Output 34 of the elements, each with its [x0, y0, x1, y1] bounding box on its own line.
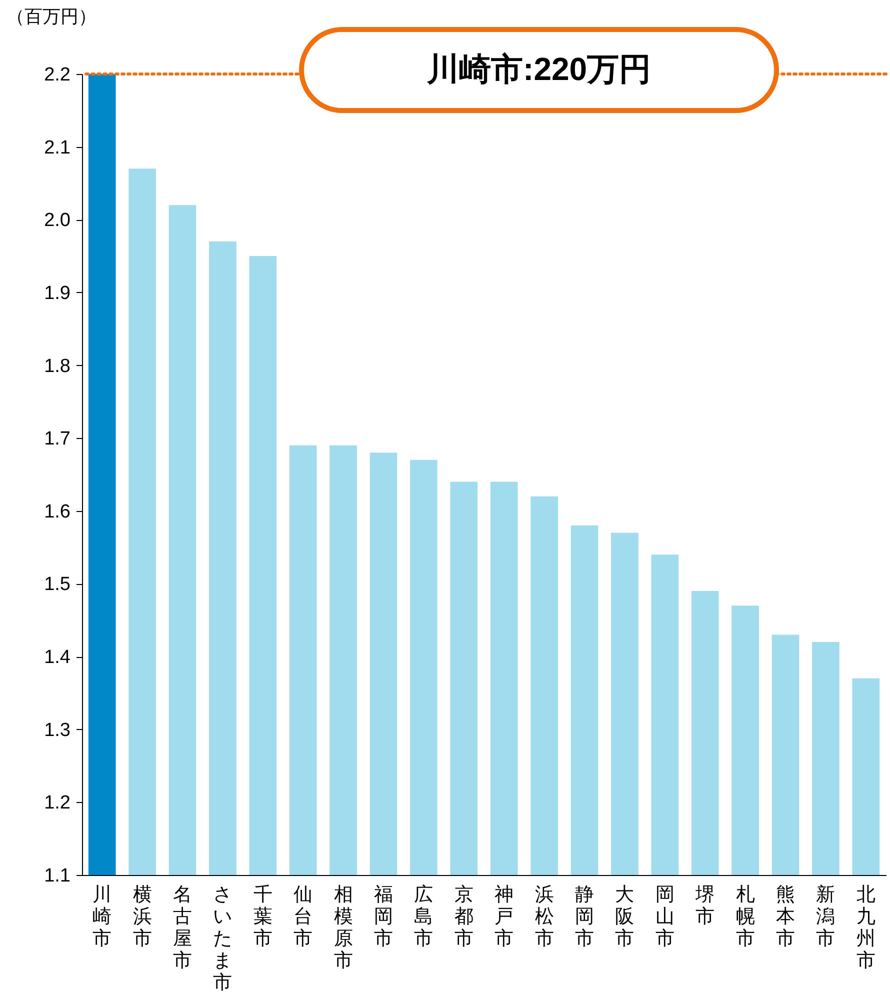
x-tick-label: 相模原市 [334, 884, 353, 972]
x-tick-label: 京都市 [454, 884, 474, 950]
x-tick-label: 川崎市 [92, 884, 112, 950]
y-tick-label: 1.3 [44, 720, 70, 741]
y-tick-label: 2.0 [44, 210, 70, 232]
x-tick-label: 大阪市 [615, 884, 634, 950]
y-axis-title: （百万円） [6, 6, 96, 26]
x-tick-label: 神戸市 [494, 884, 514, 950]
x-tick-label: 名古屋市 [173, 884, 192, 972]
x-tick-label: 堺市 [694, 884, 715, 928]
y-tick-label: 1.9 [44, 282, 70, 304]
y-tick-label: 2.2 [44, 64, 70, 86]
y-tick-label: 1.2 [44, 792, 70, 814]
y-tick-label: 1.1 [44, 866, 70, 886]
x-tick-label: 横浜市 [132, 884, 152, 950]
x-tick-label: 札幌市 [736, 884, 755, 950]
y-tick-label: 1.7 [44, 428, 70, 450]
x-tick-label: 仙台市 [294, 884, 313, 950]
y-tick-label: 2.1 [44, 137, 70, 158]
x-tick-label: 熊本市 [776, 884, 795, 950]
x-tick-label: 静岡市 [575, 884, 594, 950]
y-tick-label: 1.8 [44, 356, 70, 377]
x-tick-label: さいたま市 [213, 884, 232, 994]
x-tick-label: 千葉市 [253, 884, 272, 950]
y-tick-label: 1.6 [44, 501, 70, 522]
x-tick-label: 新潟市 [816, 884, 836, 950]
rounded-frame: 川崎市:220万円 [299, 27, 780, 113]
x-tick-label: 福岡市 [374, 884, 393, 950]
x-tick-label: 北九州市 [856, 884, 876, 972]
x-tick-label: 岡山市 [655, 884, 674, 950]
y-tick-label: 1.5 [44, 574, 70, 596]
x-tick-label: 浜松市 [534, 884, 554, 950]
x-tick-label: 広島市 [414, 884, 434, 950]
y-tick-label: 1.4 [44, 647, 71, 668]
